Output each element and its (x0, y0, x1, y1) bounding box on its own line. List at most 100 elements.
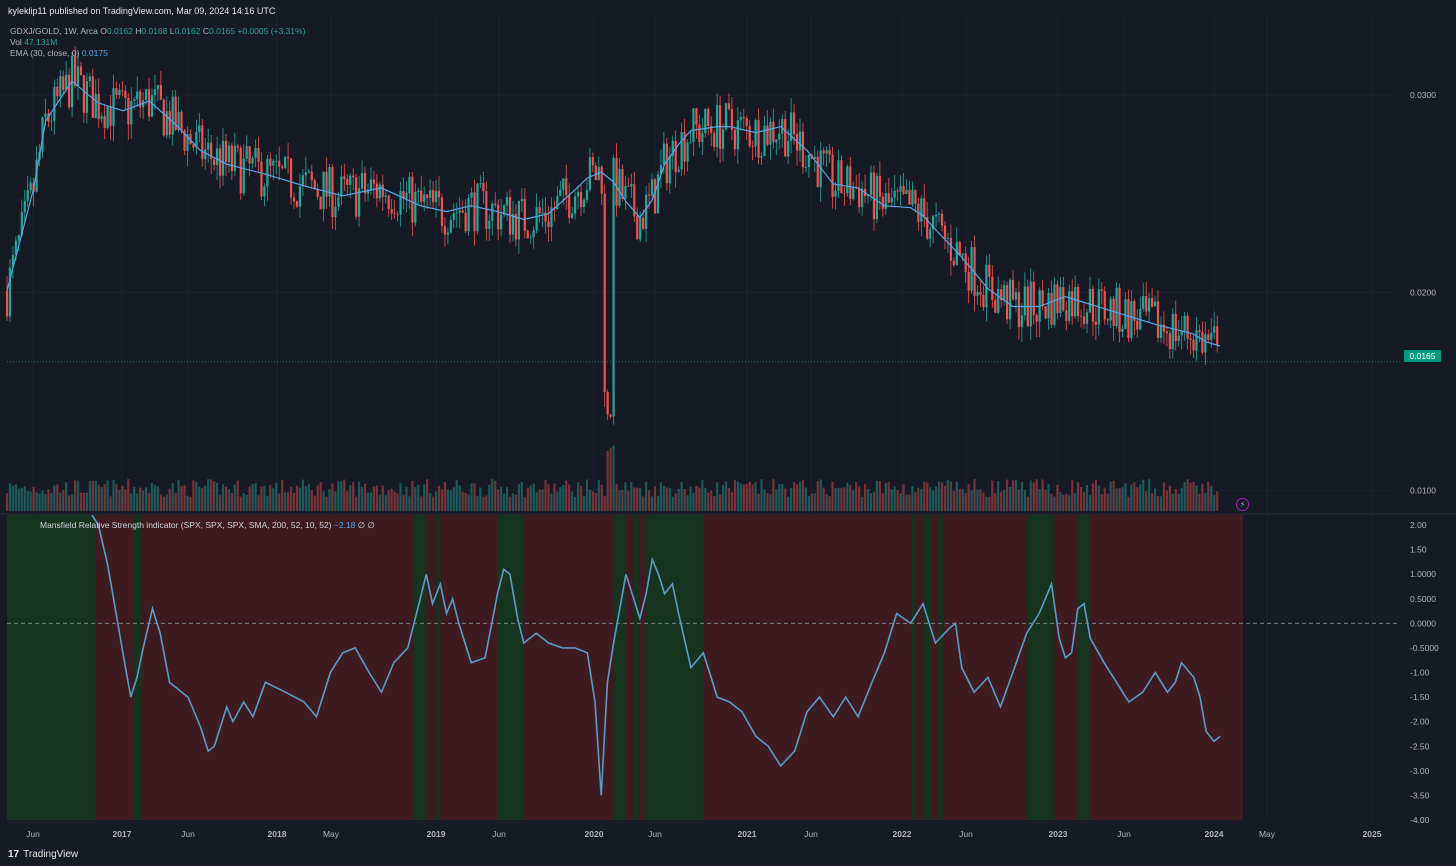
candle-body (656, 174, 660, 214)
volume-bar (656, 496, 660, 511)
volume-bar (331, 483, 334, 511)
candle-body (653, 179, 657, 214)
x-tick-label: Jun (181, 829, 195, 839)
candle-body (144, 89, 148, 101)
volume-bar (1065, 493, 1068, 511)
volume-bar (440, 489, 444, 511)
candle-body (825, 150, 828, 154)
volume-bar (20, 487, 23, 511)
volume-bar (227, 489, 231, 511)
ema-legend[interactable]: EMA (30, close, 0) 0.0175 (10, 48, 108, 58)
volume-bar (1133, 482, 1136, 511)
candle-body (437, 190, 441, 198)
candle-body (1189, 338, 1192, 340)
candle-body (869, 172, 873, 195)
volume-legend[interactable]: Vol 47.131M (10, 37, 58, 47)
candle-body (411, 176, 414, 223)
candle-body (239, 147, 242, 194)
volume-bar (180, 486, 183, 511)
candle-body (59, 76, 62, 97)
lightning-icon[interactable]: ⚡ (1236, 498, 1249, 511)
rs-y-tick-label: -3.50 (1410, 790, 1430, 800)
volume-bar (292, 492, 296, 511)
volume-bar (979, 489, 982, 511)
candle-body (899, 186, 902, 192)
volume-bar (133, 486, 136, 511)
candle-body (976, 291, 979, 296)
candle-body (1148, 298, 1151, 312)
candle-body (482, 182, 485, 192)
candle-body (458, 210, 461, 213)
candle-body (79, 66, 83, 76)
volume-bar (801, 480, 805, 511)
candle-body (790, 112, 793, 141)
candle-body (201, 125, 204, 160)
volume-bar (458, 485, 461, 511)
volume-bar (674, 493, 677, 511)
volume-bar (1000, 491, 1003, 511)
candle-body (292, 197, 296, 202)
candle-body (627, 185, 630, 187)
candle-body (943, 225, 947, 239)
indicator-title: Mansfield Relative Strength indicator (S… (40, 520, 332, 530)
volume-bar (1091, 483, 1095, 511)
candle-body (565, 178, 568, 196)
volume-bar (1153, 488, 1157, 511)
candle-body (14, 240, 17, 255)
candle-body (538, 207, 541, 214)
candle-body (363, 173, 367, 194)
indicator-legend[interactable]: Mansfield Relative Strength indicator (S… (40, 520, 375, 531)
volume-bar (76, 480, 80, 511)
candle-body (387, 195, 390, 209)
volume-bar (751, 484, 754, 511)
candle-body (698, 124, 701, 142)
volume-bar (118, 489, 121, 511)
rs-y-tick-label: 1.50 (1410, 545, 1427, 555)
x-tick-label: 2025 (1363, 829, 1382, 839)
footer-brand[interactable]: 17 TradingView (8, 849, 78, 860)
volume-bar (982, 492, 985, 511)
candle-body (434, 190, 438, 202)
candle-body (541, 212, 544, 214)
rs-y-tick-label: -1.50 (1410, 692, 1430, 702)
volume-bar (1127, 496, 1130, 511)
rs-y-tick-label: -2.50 (1410, 741, 1430, 751)
x-tick-label: Jun (492, 829, 506, 839)
volume-bar (1171, 493, 1174, 511)
volume-bar (396, 493, 399, 511)
volume-bar (716, 481, 719, 511)
volume-bar (1201, 483, 1204, 511)
candle-body (852, 186, 855, 199)
candle-body (550, 207, 553, 228)
candle-body (1047, 292, 1050, 319)
volume-bar (260, 486, 263, 511)
volume-bar (23, 486, 26, 511)
candle-body (301, 175, 304, 187)
candle-body (932, 216, 935, 230)
indicator-value: −2.18 (333, 520, 356, 530)
volume-bar (837, 488, 840, 511)
volume-bar (1192, 481, 1195, 511)
volume-bar (692, 492, 695, 511)
volume-bar (884, 482, 887, 511)
candle-body (745, 118, 748, 126)
candle-body (384, 195, 387, 198)
volume-bar (461, 491, 464, 511)
volume-bar (748, 481, 751, 511)
candle-body (1204, 334, 1207, 353)
candle-body (671, 141, 674, 157)
candle-body (284, 156, 287, 168)
candle-body (1150, 298, 1154, 307)
candle-body (85, 81, 88, 113)
candle-body (82, 75, 86, 113)
symbol-legend[interactable]: GDXJ/GOLD, 1W, Arca O0.0162 H0.0168 L0.0… (10, 26, 306, 36)
volume-bar (713, 496, 716, 511)
candle-body (159, 85, 162, 100)
volume-bar (210, 479, 213, 511)
volume-bar (5, 493, 9, 511)
candle-body (399, 191, 402, 215)
candle-body (920, 198, 923, 222)
candle-body (911, 189, 914, 205)
candle-body (875, 175, 879, 220)
